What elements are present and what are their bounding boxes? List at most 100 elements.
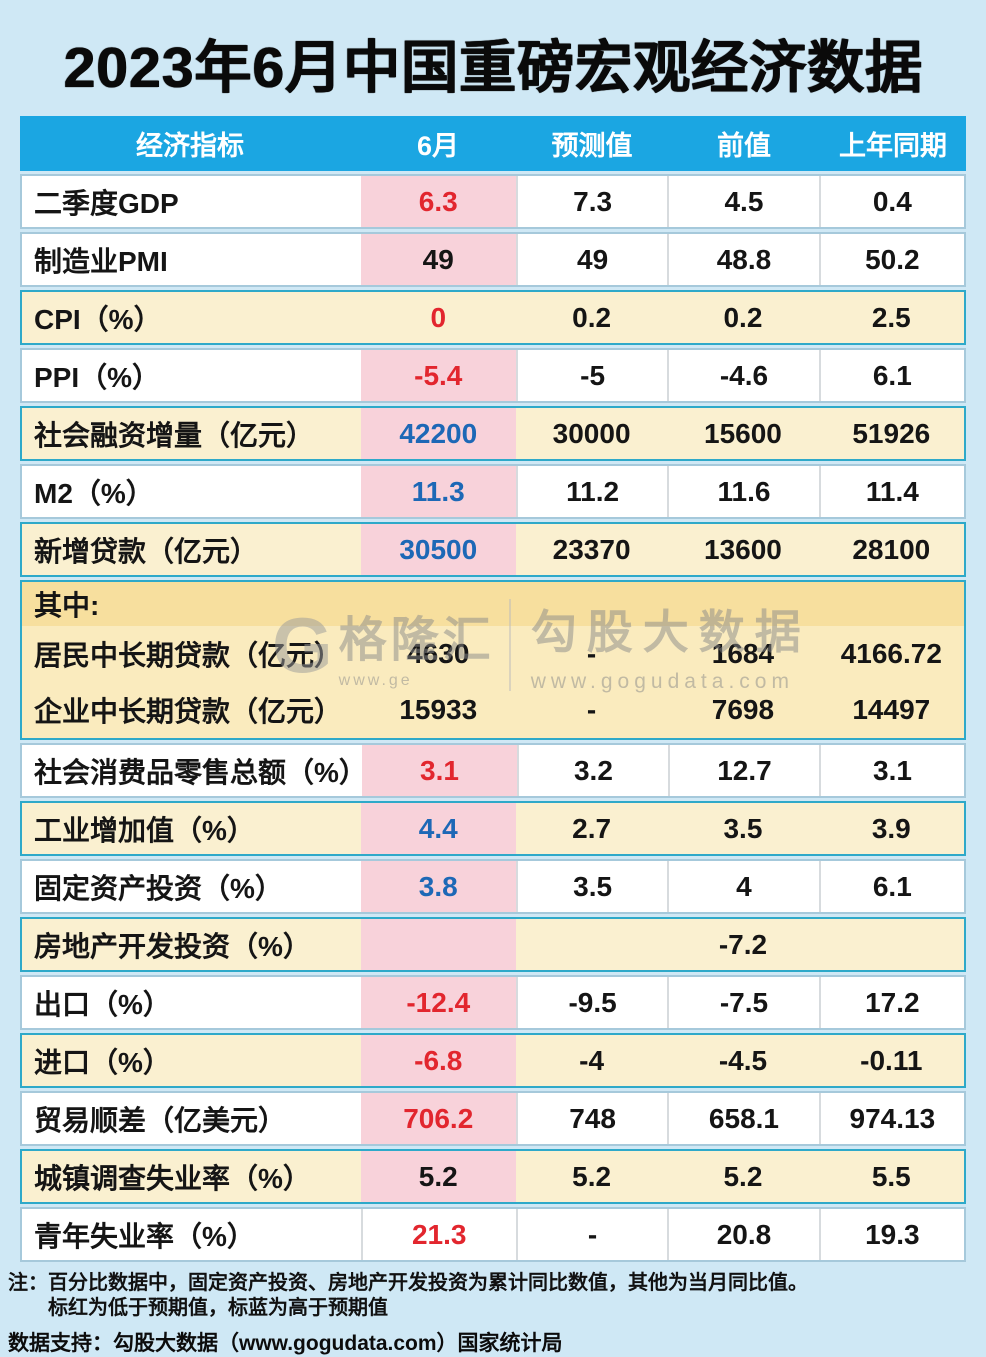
value-cell: 13600 xyxy=(704,533,782,565)
table-row: 贸易顺差（亿美元） 706.2 748 658.1 974.13 xyxy=(20,1091,966,1146)
value-cell: 19.3 xyxy=(818,1209,964,1260)
value-cell: 4.5 xyxy=(667,176,818,227)
value-cell: 3.5 xyxy=(723,812,763,844)
value-cell: 7698 xyxy=(711,694,775,725)
value-cell: 20.8 xyxy=(667,1209,818,1260)
value-cell: 3.5 xyxy=(515,861,667,912)
value-cell: 28100 xyxy=(852,533,931,565)
value-cell: 30000 xyxy=(552,417,631,449)
subgroup-header: 其中: xyxy=(22,582,964,626)
table-row: 进口（%） -6.8 -4 -4.5 -0.11 xyxy=(20,1033,966,1088)
value-cell: 15600 xyxy=(704,417,782,449)
june-value-cell: 6.3 xyxy=(360,176,516,227)
june-value-cell: 3.8 xyxy=(360,861,516,912)
value-cell: - xyxy=(515,1209,667,1260)
value-cell: 4166.72 xyxy=(840,638,942,669)
june-value-cell: 4.4 xyxy=(360,803,516,854)
footnote-label: 注： xyxy=(8,1272,48,1294)
june-value-cell: 706.2 xyxy=(360,1093,516,1144)
value-cell: 51926 xyxy=(852,417,931,449)
june-value-cell: 4630 xyxy=(407,638,470,669)
table-row: 社会消费品零售总额（%） 3.1 3.2 12.7 3.1 xyxy=(20,743,966,798)
table-row: CPI（%） 0 0.2 0.2 2.5 xyxy=(20,290,966,345)
value-cell: 7.3 xyxy=(515,176,667,227)
june-value-cell: 5.2 xyxy=(360,1151,516,1202)
indicator-cell: 二季度GDP xyxy=(34,187,179,219)
value-cell: 5.2 xyxy=(723,1160,763,1192)
value-cell: 11.6 xyxy=(667,466,818,517)
june-value-cell: -6.8 xyxy=(360,1035,516,1086)
footnote: 注： 百分比数据中，固定资产投资、房地产开发投资为累计同比数值，其他为当月同比值… xyxy=(8,1271,976,1321)
june-value-cell: 0 xyxy=(430,301,447,333)
indicator-cell: 出口（%） xyxy=(34,988,171,1020)
value-cell: - xyxy=(586,638,597,669)
table-row: 工业增加值（%） 4.4 2.7 3.5 3.9 xyxy=(20,801,966,856)
table-row: M2（%） 11.3 11.2 11.6 11.4 xyxy=(20,464,966,519)
june-value-cell: 49 xyxy=(360,234,516,285)
value-cell: -4.5 xyxy=(718,1044,768,1076)
table-row: 房地产开发投资（%） -7.2 xyxy=(20,917,966,972)
value-cell: 5.2 xyxy=(572,1160,612,1192)
indicator-cell: 青年失业率（%） xyxy=(34,1220,255,1252)
footnote-line1: 百分比数据中，固定资产投资、房地产开发投资为累计同比数值，其他为当月同比值。 xyxy=(48,1272,808,1294)
indicator-cell: 进口（%） xyxy=(34,1046,171,1078)
table-row: 社会融资增量（亿元） 42200 30000 15600 51926 xyxy=(20,406,966,461)
value-cell: 3.9 xyxy=(871,812,911,844)
column-header-last-year: 上年同期 xyxy=(839,131,947,161)
value-cell: 12.7 xyxy=(667,745,819,796)
june-value-cell: 21.3 xyxy=(360,1209,516,1260)
value-cell: 4 xyxy=(667,861,818,912)
value-cell: 2.5 xyxy=(871,301,911,333)
june-value-cell: 42200 xyxy=(360,408,516,459)
value-cell: 11.4 xyxy=(818,466,964,517)
indicator-cell: 社会消费品零售总额（%） xyxy=(34,756,367,788)
footnote-line2: 标红为低于预期值，标蓝为高于预期值 xyxy=(48,1297,388,1319)
value-cell: 3.2 xyxy=(516,745,668,796)
value-cell: 0.2 xyxy=(723,301,763,333)
column-header-forecast: 预测值 xyxy=(551,131,633,161)
value-cell: -0.11 xyxy=(860,1044,923,1076)
value-cell xyxy=(819,919,964,970)
value-cell: 0.2 xyxy=(572,301,612,333)
value-cell: 658.1 xyxy=(667,1093,818,1144)
value-cell: -5 xyxy=(515,350,667,401)
value-cell xyxy=(516,919,667,970)
value-cell: 3.1 xyxy=(818,745,964,796)
june-value-cell xyxy=(360,919,516,970)
column-header-indicator: 经济指标 xyxy=(136,131,244,161)
indicator-cell: 城镇调查失业率（%） xyxy=(34,1162,311,1194)
value-cell: 6.1 xyxy=(818,350,964,401)
value-cell: 14497 xyxy=(852,694,931,725)
table-row: 新增贷款（亿元） 30500 23370 13600 28100 xyxy=(20,522,966,577)
value-cell: 23370 xyxy=(552,533,631,565)
value-cell: 49 xyxy=(515,234,667,285)
indicator-cell: 新增贷款（亿元） xyxy=(34,535,259,567)
value-cell: 974.13 xyxy=(818,1093,964,1144)
indicator-cell: 固定资产投资（%） xyxy=(34,872,283,904)
value-cell: 50.2 xyxy=(818,234,964,285)
value-cell: 1684 xyxy=(711,638,775,669)
indicator-cell: M2（%） xyxy=(34,477,154,509)
value-cell: -4.6 xyxy=(667,350,818,401)
subgroup-block: 其中: 居民中长期贷款（亿元） 4630 - 1684 4166.72 企业中长期贷款（亿元… xyxy=(20,580,966,740)
column-header-previous: 前值 xyxy=(717,131,771,161)
value-cell: 11.2 xyxy=(515,466,667,517)
indicator-cell: 房地产开发投资（%） xyxy=(34,930,311,962)
table-row: 二季度GDP 6.3 7.3 4.5 0.4 xyxy=(20,174,966,229)
indicator-cell: CPI（%） xyxy=(34,303,162,335)
value-cell: 0.4 xyxy=(818,176,964,227)
indicator-cell: 工业增加值（%） xyxy=(34,814,255,846)
data-source-line: 数据支持：勾股大数据（www.gogudata.com）国家统计局 xyxy=(8,1332,563,1355)
table-row: 居民中长期贷款（亿元） 4630 - 1684 4166.72 xyxy=(22,626,964,682)
value-cell: - xyxy=(586,694,597,725)
macro-data-table: 经济指标 6月 预测值 前值 上年同期 二季度GDP 6.3 7.3 4.5 0.4 制造… xyxy=(20,116,966,1262)
june-value-cell: 15933 xyxy=(399,694,478,725)
value-cell: -7.5 xyxy=(667,977,818,1028)
june-value-cell: 11.3 xyxy=(360,466,516,517)
table-row: 城镇调查失业率（%） 5.2 5.2 5.2 5.5 xyxy=(20,1149,966,1204)
indicator-cell: 社会融资增量（亿元） xyxy=(34,419,315,451)
page-title: 2023年6月中国重磅宏观经济数据 xyxy=(63,36,923,100)
indicator-cell: 企业中长期贷款（亿元） xyxy=(34,696,343,727)
value-cell: 748 xyxy=(515,1093,667,1144)
indicator-cell: 制造业PMI xyxy=(34,245,168,277)
